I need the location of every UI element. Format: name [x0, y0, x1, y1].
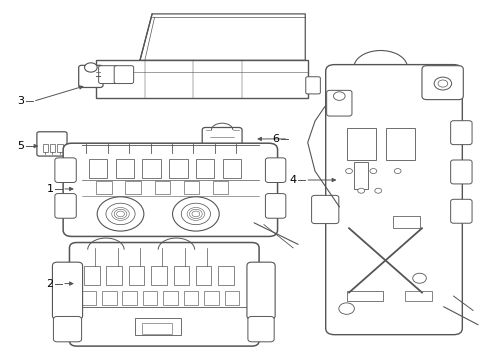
Bar: [128, 266, 144, 285]
Circle shape: [84, 63, 97, 72]
FancyBboxPatch shape: [69, 243, 259, 346]
FancyBboxPatch shape: [55, 158, 76, 183]
FancyBboxPatch shape: [450, 160, 471, 184]
FancyBboxPatch shape: [247, 316, 274, 342]
Bar: [142, 292, 157, 305]
Bar: [218, 266, 233, 285]
FancyBboxPatch shape: [202, 127, 242, 159]
Circle shape: [345, 168, 352, 174]
Circle shape: [412, 273, 426, 283]
FancyBboxPatch shape: [246, 262, 275, 319]
Circle shape: [374, 188, 381, 193]
Bar: [385, 128, 414, 160]
Text: 1: 1: [46, 184, 53, 194]
Circle shape: [433, 77, 451, 90]
Bar: [183, 181, 199, 194]
FancyBboxPatch shape: [326, 90, 351, 116]
FancyBboxPatch shape: [79, 65, 103, 87]
FancyBboxPatch shape: [305, 77, 320, 94]
Bar: [89, 158, 107, 178]
Text: 3: 3: [17, 96, 24, 107]
Bar: [116, 158, 134, 178]
Bar: [96, 181, 112, 194]
Bar: [151, 266, 166, 285]
Bar: [125, 181, 141, 194]
Bar: [122, 292, 137, 305]
Circle shape: [181, 203, 210, 225]
FancyBboxPatch shape: [450, 121, 471, 145]
FancyBboxPatch shape: [63, 143, 277, 237]
Bar: [102, 292, 116, 305]
FancyBboxPatch shape: [53, 316, 81, 342]
Bar: [169, 158, 187, 178]
Bar: [346, 292, 382, 301]
FancyBboxPatch shape: [99, 66, 118, 84]
Circle shape: [369, 168, 376, 174]
Text: 5: 5: [17, 141, 24, 151]
Bar: [142, 158, 161, 178]
Bar: [196, 158, 214, 178]
Bar: [50, 144, 55, 152]
Polygon shape: [140, 14, 305, 60]
Bar: [222, 158, 241, 178]
Bar: [96, 60, 307, 98]
Bar: [42, 144, 48, 152]
Bar: [106, 266, 122, 285]
Bar: [57, 144, 62, 152]
Bar: [212, 181, 228, 194]
Bar: [135, 318, 181, 336]
Bar: [353, 162, 367, 189]
Bar: [224, 292, 239, 305]
Bar: [392, 216, 419, 228]
Circle shape: [333, 92, 345, 100]
Circle shape: [393, 168, 400, 174]
FancyBboxPatch shape: [55, 194, 76, 218]
FancyBboxPatch shape: [421, 66, 462, 100]
Bar: [404, 292, 431, 301]
Bar: [173, 266, 189, 285]
Circle shape: [97, 197, 143, 231]
FancyBboxPatch shape: [265, 194, 285, 218]
Bar: [163, 292, 178, 305]
Bar: [81, 292, 96, 305]
Text: 4: 4: [289, 175, 296, 185]
Circle shape: [172, 197, 219, 231]
Circle shape: [357, 188, 364, 193]
Bar: [84, 266, 100, 285]
Circle shape: [437, 80, 447, 87]
FancyBboxPatch shape: [450, 199, 471, 223]
Bar: [154, 181, 170, 194]
Bar: [346, 128, 375, 160]
FancyBboxPatch shape: [311, 195, 338, 224]
Text: 6: 6: [272, 134, 279, 144]
Circle shape: [106, 203, 135, 225]
FancyBboxPatch shape: [265, 158, 285, 183]
FancyBboxPatch shape: [52, 262, 82, 319]
Circle shape: [338, 303, 354, 314]
FancyBboxPatch shape: [37, 132, 67, 156]
Bar: [183, 292, 198, 305]
Bar: [196, 266, 211, 285]
FancyBboxPatch shape: [325, 64, 461, 335]
Bar: [142, 323, 171, 334]
Text: 2: 2: [46, 279, 54, 289]
Bar: [203, 292, 218, 305]
FancyBboxPatch shape: [114, 66, 133, 84]
